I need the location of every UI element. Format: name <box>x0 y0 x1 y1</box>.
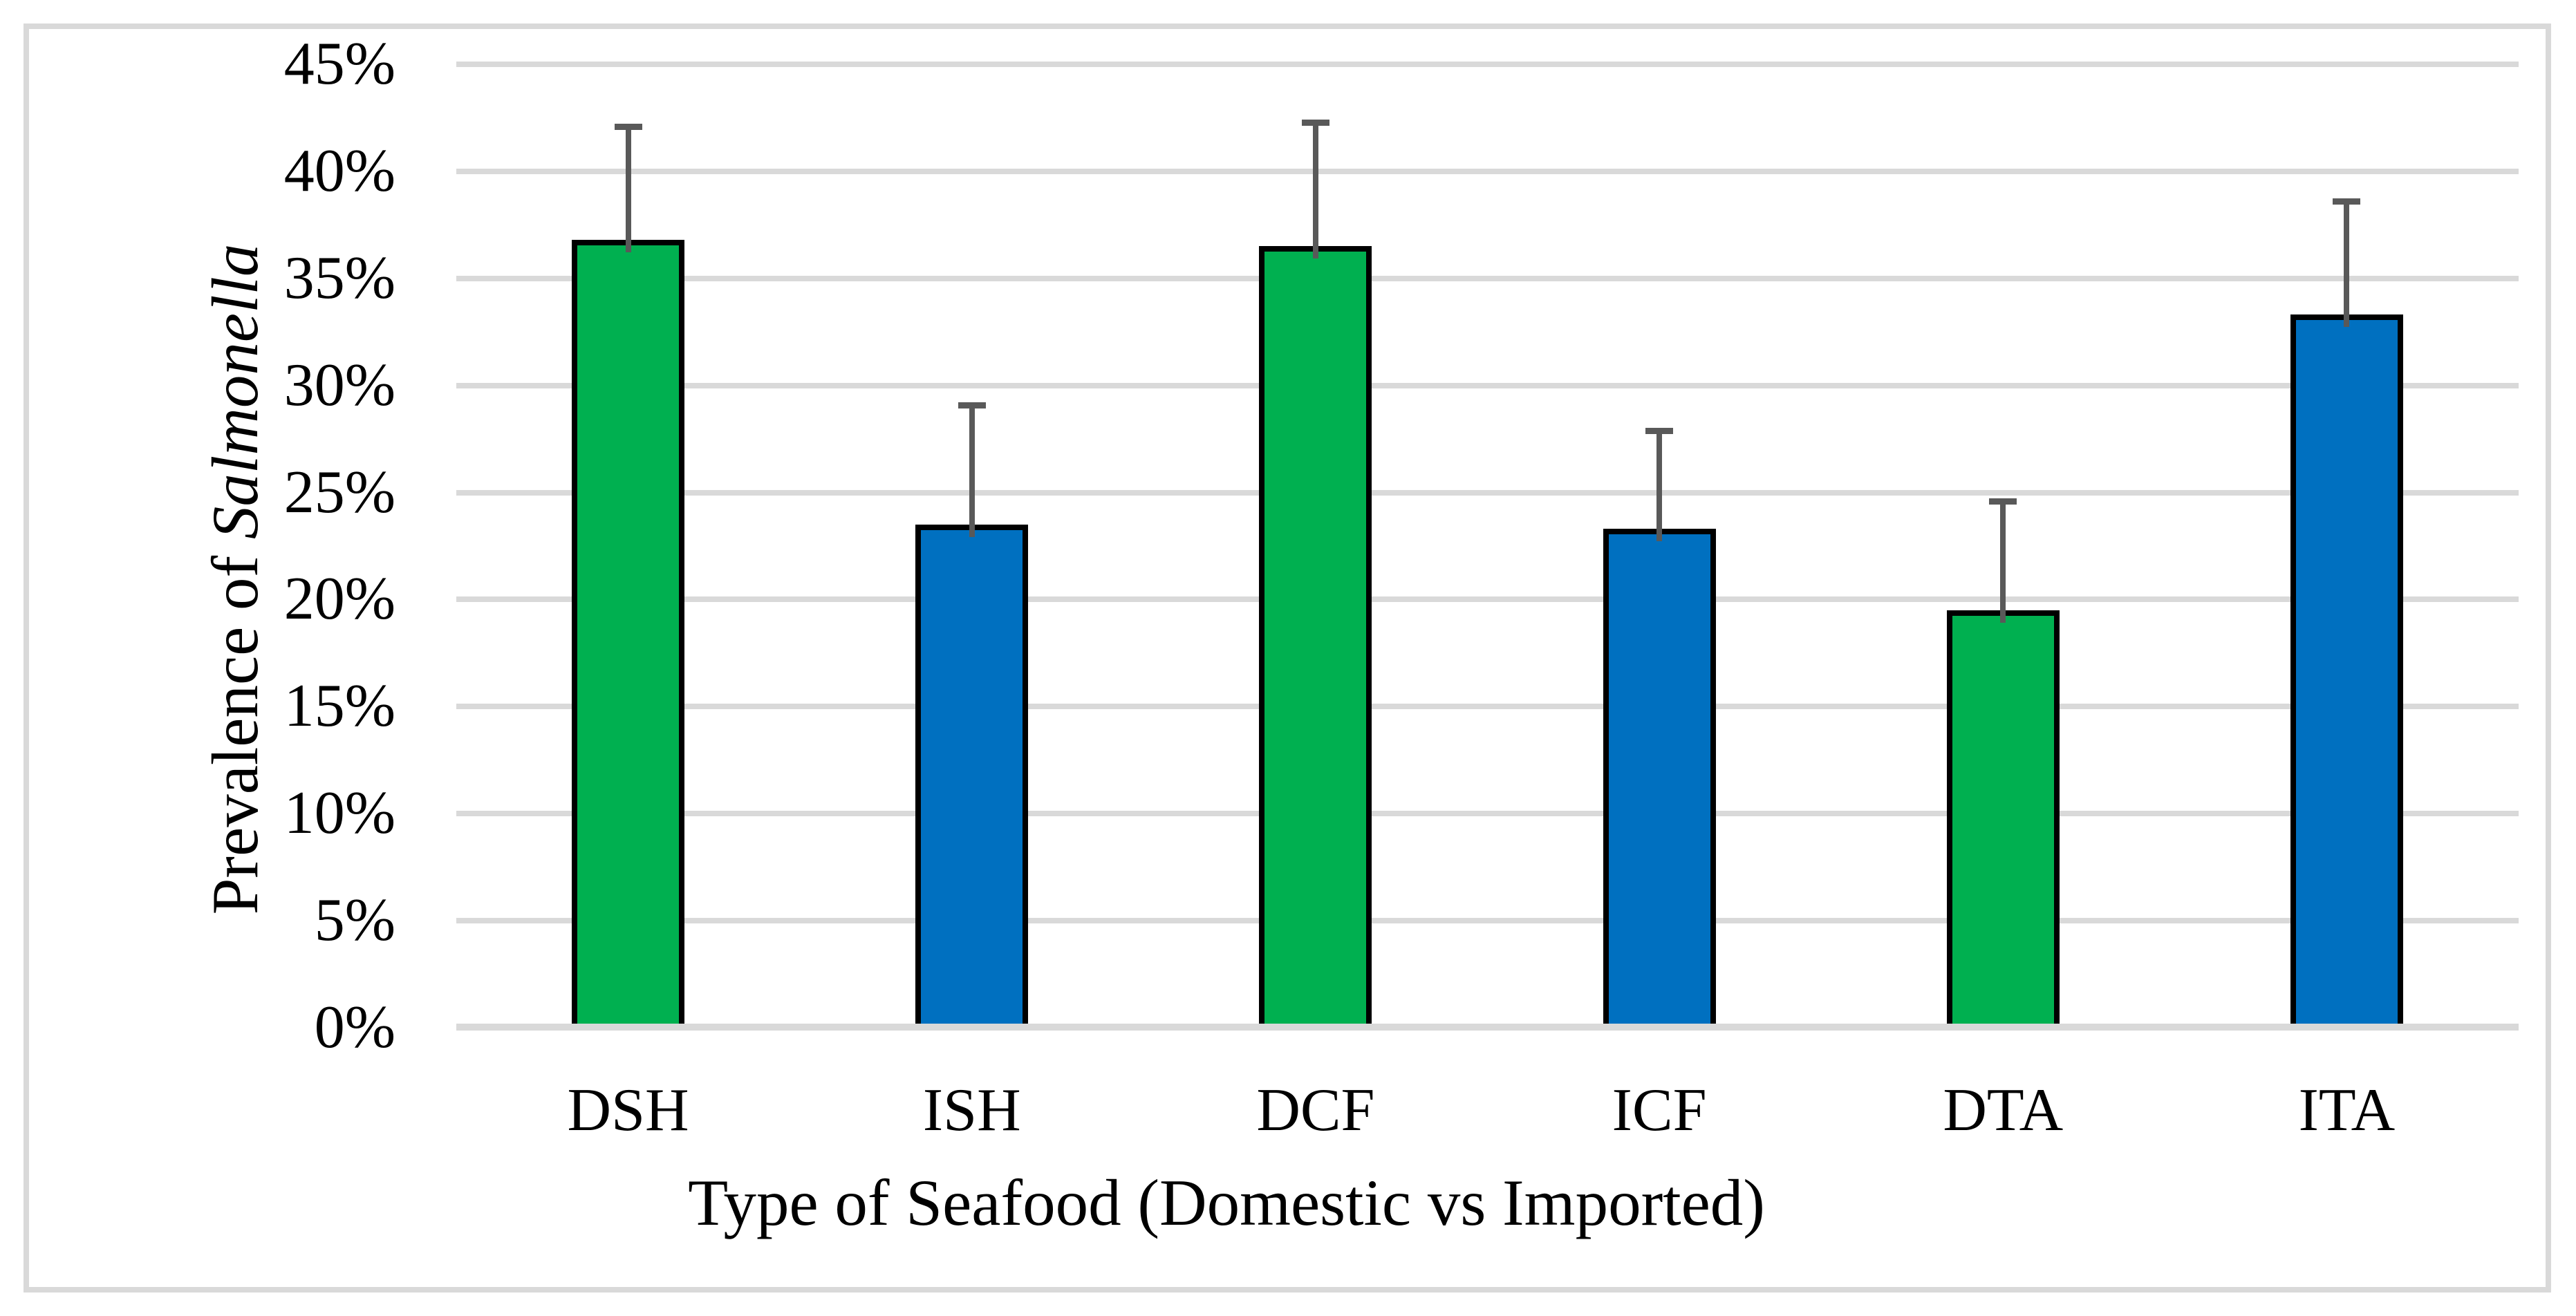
gridline-25% <box>456 489 2519 496</box>
x-tick-label-DSH: DSH <box>567 1077 689 1144</box>
y-axis-title: Prevalence of Salmonella <box>197 244 273 915</box>
x-tick-label-DCF: DCF <box>1256 1077 1375 1144</box>
error-bar-line-DCF <box>1312 122 1318 259</box>
y-axis-title-italic: Salmonella <box>198 243 272 540</box>
bar-ITA <box>2290 314 2403 1030</box>
gridline-10% <box>456 811 2519 817</box>
y-tick-label-0%: 0% <box>314 994 395 1061</box>
bar-DTA <box>1946 610 2060 1030</box>
error-bar-line-ISH <box>969 404 975 537</box>
gridline-15% <box>456 704 2519 710</box>
error-bar-cap-ISH <box>958 402 986 408</box>
y-tick-label-25%: 25% <box>283 458 395 526</box>
gridline-30% <box>456 382 2519 388</box>
y-tick-label-35%: 35% <box>283 244 395 312</box>
x-tick-label-ISH: ISH <box>922 1077 1021 1144</box>
gridline-5% <box>456 918 2519 924</box>
error-bar-cap-ITA <box>2333 198 2361 205</box>
bar-ISH <box>915 525 1029 1030</box>
bar-ICF <box>1603 529 1716 1030</box>
error-bar-line-DSH <box>625 126 631 252</box>
gridline-40% <box>456 168 2519 174</box>
y-tick-label-15%: 15% <box>283 673 395 740</box>
x-axis-title: Type of Seafood (Domestic vs Imported) <box>688 1166 1765 1239</box>
error-bar-line-ITA <box>2344 201 2350 328</box>
x-axis-line <box>456 1024 2519 1031</box>
error-bar-cap-ICF <box>1645 427 1674 434</box>
bar-DCF <box>1259 246 1372 1030</box>
x-tick-label-ICF: ICF <box>1612 1077 1707 1144</box>
y-tick-label-10%: 10% <box>283 780 395 847</box>
error-bar-line-ICF <box>1656 430 1663 542</box>
y-axis-title-regular: Prevalence of <box>198 539 272 915</box>
gridline-20% <box>456 596 2519 603</box>
y-tick-label-40%: 40% <box>283 137 395 205</box>
y-tick-label-20%: 20% <box>283 565 395 633</box>
y-tick-label-45%: 45% <box>283 30 395 97</box>
chart-outer-border <box>24 24 2551 1292</box>
gridline-35% <box>456 275 2519 281</box>
error-bar-cap-DCF <box>1301 119 1329 126</box>
y-tick-label-30%: 30% <box>283 351 395 419</box>
y-tick-label-5%: 5% <box>314 887 395 955</box>
bar-DSH <box>572 240 685 1030</box>
gridline-45% <box>456 62 2519 67</box>
error-bar-line-DTA <box>2000 500 2006 623</box>
error-bar-cap-DTA <box>1989 498 2017 505</box>
x-tick-label-ITA: ITA <box>2298 1077 2396 1144</box>
x-tick-label-DTA: DTA <box>1943 1077 2064 1144</box>
error-bar-cap-DSH <box>614 123 642 130</box>
